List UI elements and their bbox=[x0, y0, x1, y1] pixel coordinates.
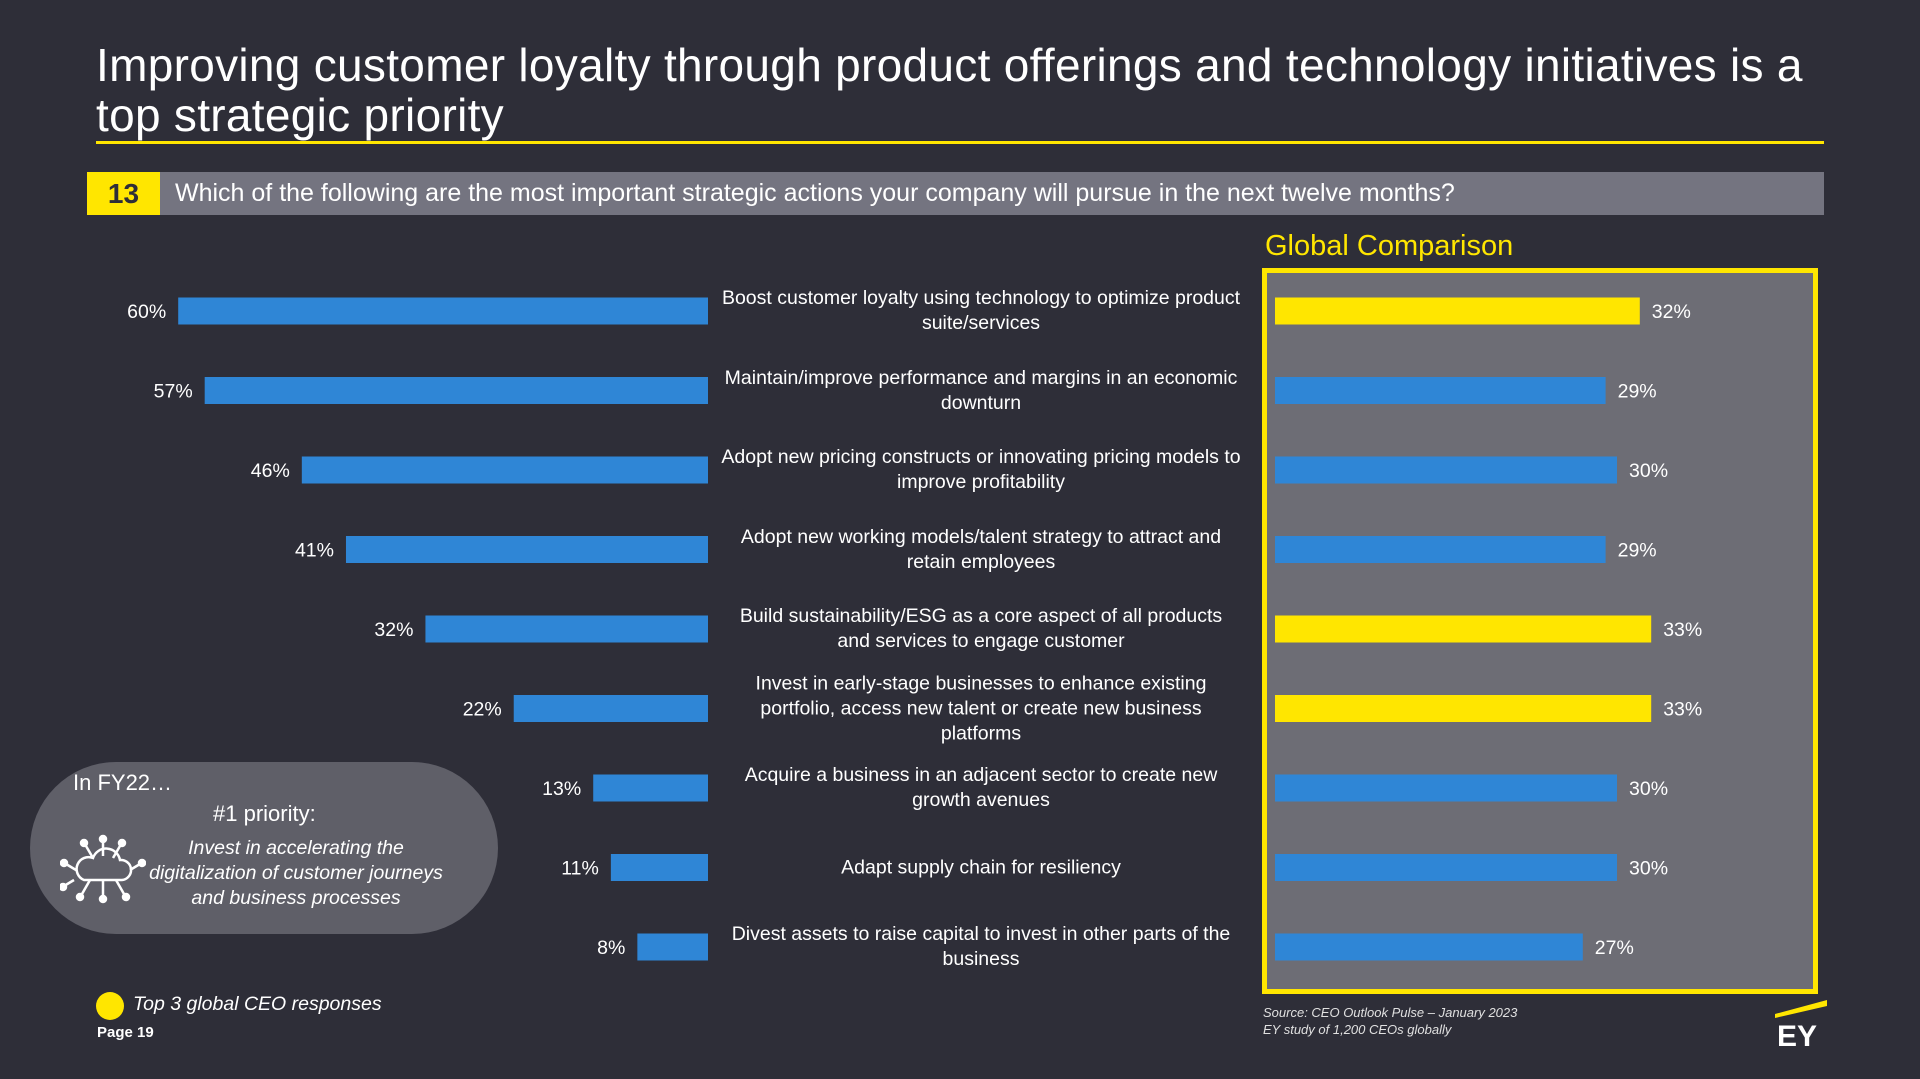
category-label-6: Acquire a business in an adjacent sector… bbox=[744, 764, 1218, 811]
bar-left-label-3: 41% bbox=[295, 540, 334, 562]
page-title: Improving customer loyalty through produ… bbox=[96, 39, 1803, 141]
category-label-2: Adopt new pricing constructs or innovati… bbox=[721, 446, 1241, 493]
category-label-4: Build sustainability/ESG as a core aspec… bbox=[739, 605, 1223, 652]
source-line-2: EY study of 1,200 CEOs globally bbox=[1263, 1022, 1452, 1037]
bar-global-label-0: 32% bbox=[1652, 301, 1691, 323]
category-label-1: Maintain/improve performance and margins… bbox=[724, 366, 1238, 414]
ey-logo-text: EY bbox=[1777, 1020, 1817, 1050]
bar-global-4 bbox=[1275, 615, 1652, 643]
bar-left-0 bbox=[178, 297, 708, 325]
bar-global-3 bbox=[1275, 536, 1606, 563]
category-label-3: Adopt new working models/talent strategy… bbox=[740, 525, 1222, 573]
bar-global-label-2: 30% bbox=[1629, 460, 1668, 482]
source-note: Source: CEO Outlook Pulse – January 2023… bbox=[1263, 1004, 1517, 1038]
bar-global-label-1: 29% bbox=[1618, 381, 1657, 403]
bar-left-label-7: 11% bbox=[561, 858, 599, 880]
bar-left-3 bbox=[345, 536, 708, 563]
bar-global-label-5: 33% bbox=[1663, 699, 1702, 721]
bar-left-label-0: 60% bbox=[127, 301, 166, 323]
bar-left-6 bbox=[593, 774, 708, 802]
bar-global-label-7: 30% bbox=[1629, 858, 1668, 880]
legend-marker-top3 bbox=[96, 992, 124, 1020]
category-label-0: Boost customer loyalty using technology … bbox=[721, 287, 1241, 334]
bar-left-label-2: 46% bbox=[251, 460, 290, 482]
bar-left-4 bbox=[425, 615, 708, 643]
source-line-1: Source: CEO Outlook Pulse – January 2023 bbox=[1263, 1005, 1518, 1020]
bar-global-label-6: 30% bbox=[1629, 778, 1668, 800]
fy22-priority-text: Invest in accelerating the digitalizatio… bbox=[149, 837, 443, 909]
bar-global-8 bbox=[1275, 933, 1583, 961]
fy22-heading: In FY22… bbox=[73, 770, 173, 795]
bar-left-7 bbox=[610, 854, 708, 881]
bar-global-5 bbox=[1275, 695, 1652, 722]
fy22-subheading: #1 priority: bbox=[213, 801, 316, 826]
bar-left-label-8: 8% bbox=[597, 937, 625, 959]
bar-left-label-6: 13% bbox=[542, 778, 581, 800]
bar-left-label-4: 32% bbox=[374, 619, 413, 641]
title-divider bbox=[96, 141, 1824, 144]
bar-left-label-1: 57% bbox=[154, 381, 193, 403]
bar-global-2 bbox=[1275, 456, 1617, 484]
cloud-network-icon bbox=[60, 834, 146, 904]
bar-left-8 bbox=[637, 933, 708, 961]
bar-left-2 bbox=[301, 456, 708, 484]
bar-global-7 bbox=[1275, 854, 1617, 881]
question-number: 13 bbox=[87, 172, 160, 215]
bar-left-5 bbox=[513, 695, 708, 722]
global-comparison-title: Global Comparison bbox=[1265, 230, 1514, 262]
bar-global-0 bbox=[1275, 297, 1640, 325]
category-label-7: Adapt supply chain for resiliency bbox=[841, 856, 1121, 878]
bar-global-1 bbox=[1275, 377, 1606, 404]
bar-global-label-8: 27% bbox=[1595, 937, 1634, 959]
category-label-5: Invest in early-stage businesses to enha… bbox=[755, 672, 1207, 744]
bar-left-label-5: 22% bbox=[463, 699, 502, 721]
ey-logo: EY bbox=[1775, 1000, 1827, 1050]
category-label-8: Divest assets to raise capital to invest… bbox=[731, 923, 1231, 970]
bar-global-6 bbox=[1275, 774, 1617, 802]
legend-label: Top 3 global CEO responses bbox=[133, 993, 382, 1015]
bar-global-label-3: 29% bbox=[1618, 540, 1657, 562]
bar-left-1 bbox=[204, 377, 708, 404]
question-text: Which of the following are the most impo… bbox=[160, 172, 1824, 215]
page-number: Page 19 bbox=[97, 1024, 154, 1041]
bar-global-label-4: 33% bbox=[1663, 619, 1702, 641]
